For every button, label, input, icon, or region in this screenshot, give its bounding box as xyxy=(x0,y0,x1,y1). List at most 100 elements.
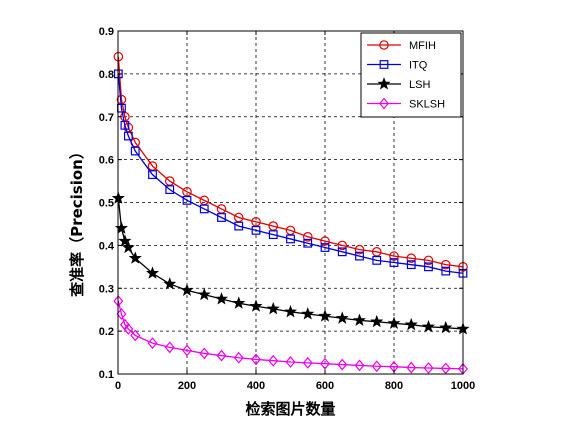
data-point-lsh xyxy=(180,283,194,296)
data-point-mfih xyxy=(389,251,399,261)
legend-marker-sklsh xyxy=(379,97,389,110)
data-point-sklsh xyxy=(130,329,141,342)
data-point-lsh xyxy=(335,311,349,324)
legend: MFIH ITQ LSH SKLSH xyxy=(360,32,462,118)
data-point-mfih xyxy=(440,259,451,270)
legend-box xyxy=(360,32,462,118)
data-point-lsh xyxy=(301,307,315,320)
data-point-lsh xyxy=(318,309,332,322)
data-point-itq xyxy=(320,243,330,252)
data-point-itq xyxy=(286,234,295,244)
data-point-itq xyxy=(268,230,278,240)
data-point-lsh xyxy=(197,287,211,301)
x-tick-label: 0 xyxy=(115,380,121,392)
data-point-itq xyxy=(123,131,133,141)
data-point-itq xyxy=(148,170,157,180)
data-point-lsh xyxy=(145,266,160,279)
data-point-itq xyxy=(234,221,244,231)
data-point-lsh xyxy=(421,319,436,333)
data-point-sklsh xyxy=(123,323,134,335)
data-point-sklsh xyxy=(182,344,192,357)
data-point-lsh xyxy=(128,251,142,264)
data-point-lsh xyxy=(114,221,128,234)
x-axis-title: 检索图片数量 xyxy=(245,400,335,418)
legend-label-lsh: LSH xyxy=(409,79,430,91)
data-point-itq xyxy=(406,260,416,270)
data-point-sklsh xyxy=(354,359,365,372)
y-tick-label: 0.4 xyxy=(99,240,115,252)
data-point-lsh xyxy=(121,240,135,254)
data-point-itq xyxy=(389,258,399,267)
y-axis-title: 查准率（Precision） xyxy=(68,144,86,297)
data-point-lsh xyxy=(118,234,132,247)
data-point-mfih xyxy=(354,244,365,255)
data-point-sklsh xyxy=(423,362,434,374)
data-point-itq xyxy=(165,185,175,195)
data-point-mfih xyxy=(320,236,330,246)
data-point-lsh xyxy=(439,320,453,334)
data-point-itq xyxy=(120,120,130,130)
data-point-lsh xyxy=(266,301,280,315)
series-sklsh xyxy=(113,295,468,375)
legend-label-mfih: MFIH xyxy=(409,40,436,52)
data-point-lsh xyxy=(404,317,418,331)
data-point-sklsh xyxy=(371,360,382,373)
data-point-sklsh xyxy=(440,362,451,375)
data-point-itq xyxy=(199,204,209,214)
y-tick-label: 0.7 xyxy=(99,112,114,124)
legend-label-sklsh: SKLSH xyxy=(409,99,445,111)
data-point-itq xyxy=(217,213,226,222)
y-tick-label: 0.8 xyxy=(99,69,114,81)
y-tick-label: 0.3 xyxy=(99,283,114,295)
x-tick-label: 1000 xyxy=(451,380,475,392)
data-point-sklsh xyxy=(251,353,261,366)
data-point-sklsh xyxy=(268,354,279,367)
data-point-lsh xyxy=(249,299,263,312)
data-point-itq xyxy=(372,255,382,265)
data-point-mfih xyxy=(337,240,348,251)
data-point-mfih xyxy=(423,255,434,266)
x-tick-label: 200 xyxy=(178,380,196,392)
x-tick-label: 800 xyxy=(385,380,403,392)
data-point-sklsh xyxy=(199,347,210,360)
data-point-mfih xyxy=(302,232,313,242)
data-point-sklsh xyxy=(302,356,313,369)
data-point-itq xyxy=(251,225,261,235)
x-tick-label: 400 xyxy=(247,380,265,392)
data-point-sklsh xyxy=(164,341,175,354)
y-tick-label: 0.2 xyxy=(99,326,114,338)
data-point-sklsh xyxy=(216,349,227,362)
data-point-lsh xyxy=(387,316,401,329)
series-layer xyxy=(111,51,470,375)
data-point-lsh xyxy=(283,304,298,318)
legend-marker-itq xyxy=(379,60,389,69)
data-point-itq xyxy=(303,238,313,248)
legend-label-itq: ITQ xyxy=(409,60,428,72)
data-point-sklsh xyxy=(320,357,330,370)
data-point-sklsh xyxy=(285,356,296,368)
y-tick-label: 0.9 xyxy=(99,26,114,38)
legend-marker-lsh xyxy=(377,77,391,90)
x-tick-label: 600 xyxy=(316,380,334,392)
data-point-sklsh xyxy=(233,351,244,364)
legend-marker-mfih xyxy=(379,40,389,50)
y-tick-label: 0.5 xyxy=(99,198,114,210)
series-line-mfih xyxy=(117,56,464,268)
data-point-lsh xyxy=(214,292,229,305)
data-point-sklsh xyxy=(116,308,127,320)
data-point-sklsh xyxy=(337,358,348,371)
data-point-itq xyxy=(182,195,192,205)
series-line-itq xyxy=(117,73,464,274)
data-point-itq xyxy=(441,266,451,276)
data-point-lsh xyxy=(232,296,246,309)
data-point-lsh xyxy=(352,313,367,326)
data-point-sklsh xyxy=(147,337,158,350)
series-line-sklsh xyxy=(117,300,464,370)
y-tick-label: 0.1 xyxy=(99,369,114,381)
data-point-itq xyxy=(355,251,364,261)
axis-ticks: 0 200 400 600 800 1000 0.1 0.2 0.3 0.4 0.5 0.6 0.7 0.… xyxy=(99,26,476,392)
data-point-lsh xyxy=(163,277,177,290)
data-point-sklsh xyxy=(406,361,417,374)
data-point-itq xyxy=(424,262,433,272)
